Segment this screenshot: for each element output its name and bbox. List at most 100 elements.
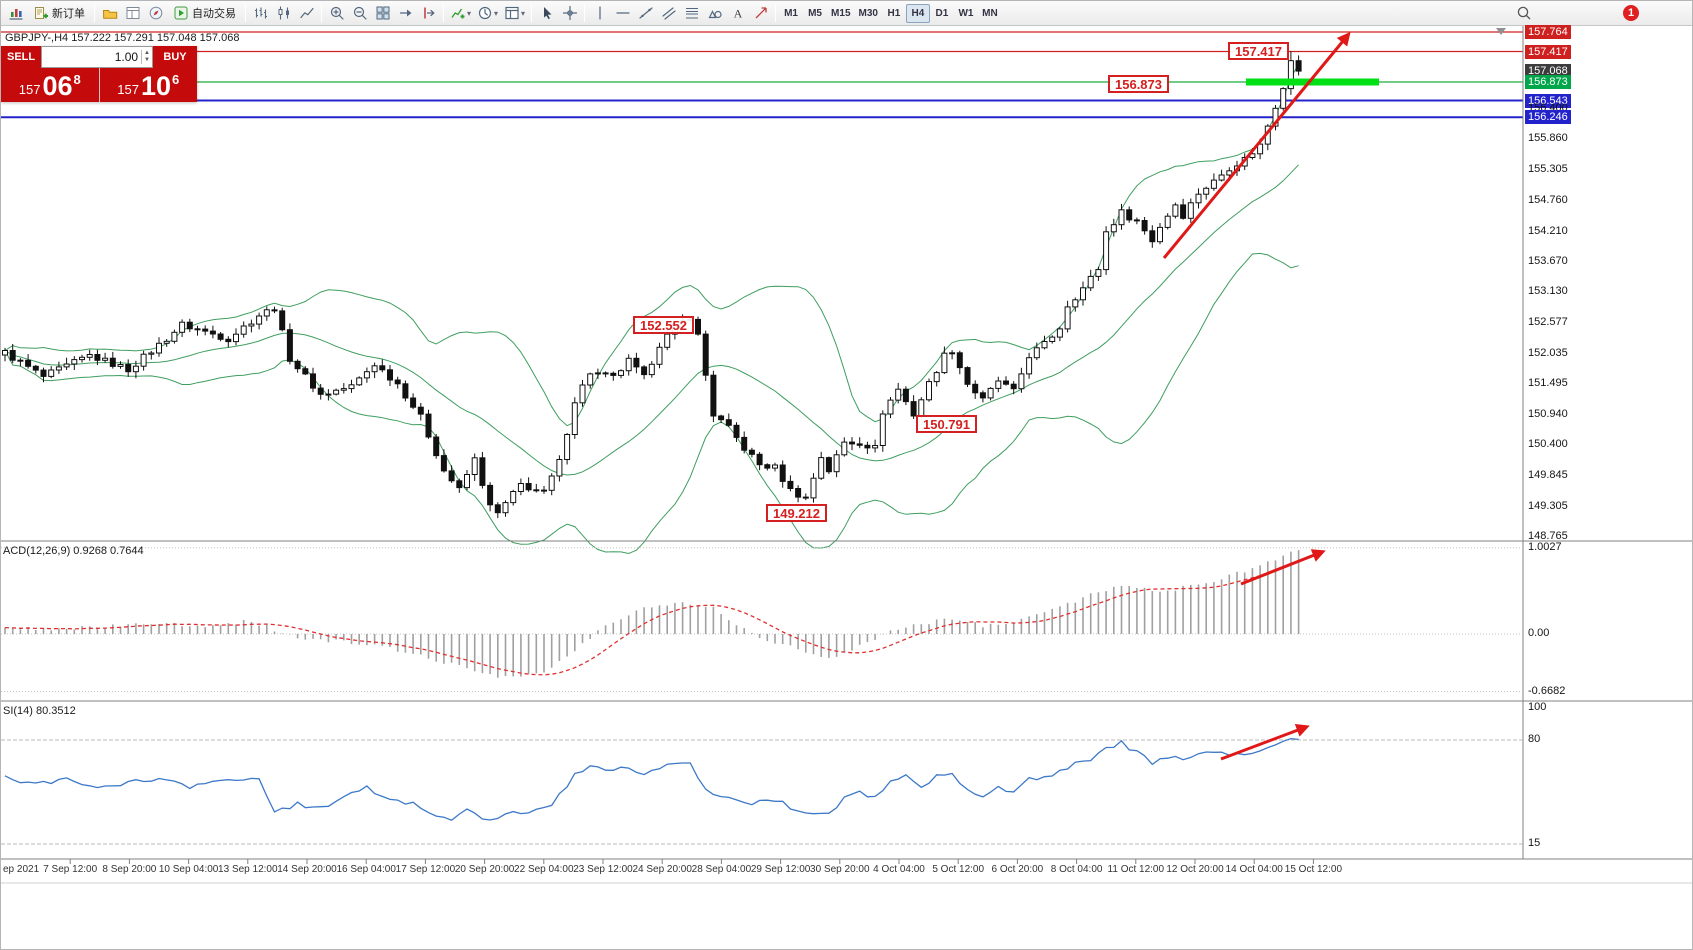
sell-price-pips: 06 bbox=[42, 71, 73, 101]
toolbar: 新订单 自动交易 ▾ ▾ ▾ A M1 M5 M15 M30 H1 H4 D1 W1 MN 1 bbox=[1, 1, 1692, 26]
timeframe-m5-button[interactable]: M5 bbox=[808, 7, 822, 19]
auto-scroll-icon bbox=[399, 9, 411, 17]
search-button[interactable] bbox=[1512, 2, 1535, 24]
autotrading-button[interactable]: 自动交易 bbox=[167, 2, 242, 24]
buy-button[interactable]: BUY bbox=[153, 46, 197, 68]
equidistant-channel-button[interactable] bbox=[657, 2, 680, 24]
shapes-button[interactable] bbox=[703, 2, 726, 24]
timeframe-m15-button[interactable]: M15 bbox=[831, 7, 851, 19]
macd-indicator bbox=[1, 547, 1523, 692]
toolbar-separator bbox=[443, 4, 444, 22]
crosshair-button[interactable] bbox=[558, 2, 581, 24]
trade-panel-top-row: SELL 1.00 ▲ ▼ BUY bbox=[1, 46, 197, 68]
chart-shift-button[interactable] bbox=[417, 2, 440, 24]
buy-price-pips: 10 bbox=[140, 71, 171, 101]
buy-price-display[interactable]: 157 10 6 bbox=[100, 68, 198, 102]
rsi-indicator bbox=[1, 737, 1523, 845]
navigator-icon bbox=[149, 6, 162, 20]
chart-ohlc-header: GBPJPY-,H4 157.222 157.291 157.048 157.0… bbox=[5, 32, 240, 44]
market-watch-button[interactable] bbox=[121, 2, 144, 24]
timeframe-h1-button[interactable]: H1 bbox=[887, 7, 901, 19]
zoom-out-icon bbox=[353, 6, 367, 20]
bollinger-middle-band bbox=[4, 164, 1299, 476]
volume-value: 1.00 bbox=[114, 50, 139, 64]
price-callout-156.873[interactable]: 156.873 bbox=[1108, 75, 1169, 93]
new-chart-button[interactable] bbox=[4, 2, 27, 24]
zoom-out-button[interactable] bbox=[348, 2, 371, 24]
profiles-icon bbox=[102, 10, 117, 19]
price-callout-150.791[interactable]: 150.791 bbox=[916, 415, 977, 433]
new-chart-icon bbox=[8, 9, 23, 20]
line-chart-button[interactable] bbox=[295, 2, 318, 24]
indicators-button[interactable]: ▾ bbox=[447, 2, 474, 24]
chart-shift-marker[interactable] bbox=[1496, 28, 1506, 35]
buy-price-pipette: 6 bbox=[172, 72, 180, 87]
periods-button[interactable]: ▾ bbox=[474, 2, 501, 24]
zoom-in-icon bbox=[330, 6, 344, 20]
trend-arrow-macd[interactable] bbox=[1240, 549, 1326, 586]
vertical-line-icon bbox=[598, 6, 601, 20]
fibonacci-icon bbox=[685, 8, 698, 19]
templates-button[interactable]: ▾ bbox=[501, 2, 528, 24]
toolbar-separator bbox=[245, 4, 246, 22]
arrows-icon bbox=[755, 7, 767, 19]
timeframe-h4-button[interactable]: H4 bbox=[905, 3, 930, 23]
tile-windows-icon bbox=[376, 6, 389, 20]
volume-down-icon[interactable]: ▼ bbox=[144, 57, 150, 63]
timeframe-m30-button[interactable]: M30 bbox=[858, 7, 878, 19]
notification-badge[interactable]: 1 bbox=[1623, 5, 1639, 21]
price-callout-149.212[interactable]: 149.212 bbox=[766, 504, 827, 522]
tile-windows-button[interactable] bbox=[371, 2, 394, 24]
cursor-button[interactable] bbox=[535, 2, 558, 24]
auto-scroll-button[interactable] bbox=[394, 2, 417, 24]
timeframe-d1-button[interactable]: D1 bbox=[935, 7, 949, 19]
periods-icon bbox=[478, 6, 492, 20]
candlestick-chart-button[interactable] bbox=[272, 2, 295, 24]
autotrading-icon bbox=[174, 6, 188, 20]
trend-arrow-rsi[interactable] bbox=[1220, 724, 1310, 761]
volume-up-icon[interactable]: ▲ bbox=[144, 50, 150, 56]
macd-signal-line bbox=[4, 561, 1299, 676]
toolbar-right: 1 bbox=[1512, 2, 1639, 24]
timeframe-w1-button[interactable]: W1 bbox=[958, 7, 974, 19]
new-order-icon bbox=[35, 7, 48, 19]
new-order-button[interactable]: 新订单 bbox=[27, 2, 91, 24]
shapes-icon bbox=[708, 10, 722, 19]
fibonacci-button[interactable] bbox=[680, 2, 703, 24]
zoom-in-button[interactable] bbox=[325, 2, 348, 24]
toolbar-separator bbox=[531, 4, 533, 22]
trend-arrow-price[interactable] bbox=[1162, 31, 1351, 259]
highlight-bar[interactable] bbox=[1246, 78, 1379, 86]
trendline-button[interactable] bbox=[634, 2, 657, 24]
horizontal-line-button[interactable] bbox=[611, 2, 634, 24]
price-chart-canvas[interactable] bbox=[1, 26, 1693, 950]
horizontal-line-icon bbox=[615, 12, 630, 14]
rsi-line bbox=[4, 737, 1299, 821]
profiles-button[interactable] bbox=[98, 2, 121, 24]
chart-area: 157.764 157.417 157.068 156.873 156.543 156.4… bbox=[1, 25, 1693, 950]
sell-button[interactable]: SELL bbox=[1, 46, 41, 68]
channel-icon bbox=[661, 7, 676, 20]
trade-panel-price-row: 157 06 8 157 10 6 bbox=[1, 68, 197, 102]
crosshair-icon bbox=[562, 5, 577, 21]
arrows-button[interactable] bbox=[749, 2, 772, 24]
volume-field[interactable]: 1.00 ▲ ▼ bbox=[41, 46, 153, 68]
price-callout-157.417[interactable]: 157.417 bbox=[1228, 42, 1289, 60]
price-callout-152.552[interactable]: 152.552 bbox=[633, 316, 694, 334]
navigator-button[interactable] bbox=[144, 2, 167, 24]
horizontal-level-lines bbox=[1, 31, 1523, 119]
toolbar-separator bbox=[775, 4, 777, 22]
text-button[interactable]: A bbox=[726, 2, 749, 24]
bar-chart-icon bbox=[254, 7, 267, 19]
bar-chart-button[interactable] bbox=[249, 2, 272, 24]
templates-icon bbox=[505, 6, 519, 20]
timeframe-mn-button[interactable]: MN bbox=[982, 7, 998, 19]
sell-price-display[interactable]: 157 06 8 bbox=[1, 68, 100, 102]
bollinger-lower-band bbox=[4, 252, 1299, 555]
vertical-line-button[interactable] bbox=[588, 2, 611, 24]
indicators-icon bbox=[451, 8, 465, 19]
volume-stepper[interactable]: ▲ ▼ bbox=[141, 50, 152, 64]
timeframe-m1-button[interactable]: M1 bbox=[784, 7, 798, 19]
trendline-icon bbox=[638, 7, 653, 19]
